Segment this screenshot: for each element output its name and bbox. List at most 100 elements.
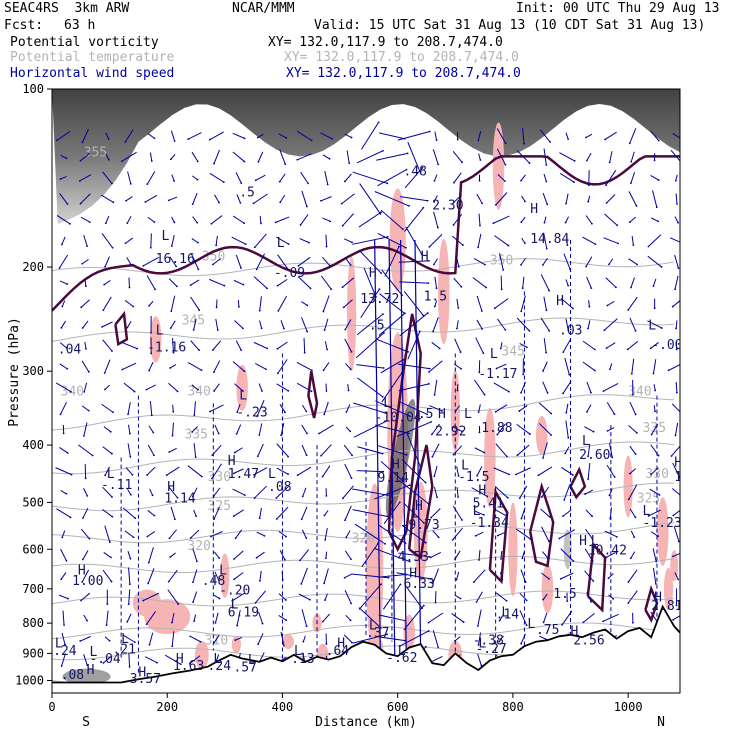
wind-vector-194 <box>213 383 220 392</box>
wind-vector-23 <box>62 610 65 626</box>
wind-vector-690 <box>628 425 638 434</box>
wind-vector-340 <box>343 173 352 183</box>
wind-vector-6 <box>58 254 69 270</box>
wind-vector-617 <box>558 529 576 540</box>
wind-vector-143 <box>172 404 175 413</box>
wind-vector-516 <box>475 591 483 603</box>
wind-vector-384 <box>361 542 380 567</box>
wind-vector-174 <box>193 509 198 518</box>
wind-vector-121 <box>149 488 154 497</box>
wind-vector-183 <box>213 149 220 165</box>
pv-contour-0 <box>387 313 422 553</box>
wind-vector-344 <box>345 257 352 266</box>
field-name-pv: Potential vorticity <box>10 35 159 50</box>
wind-vector-654 <box>604 213 619 227</box>
wind-vector-322 <box>324 341 329 351</box>
wind-vector-605 <box>565 279 570 287</box>
wind-vector-582 <box>543 338 548 354</box>
wind-vector-366 <box>352 171 389 185</box>
wind-vector-393 <box>374 191 410 207</box>
theta-label-8: 330 <box>645 467 668 482</box>
wind-vector-211 <box>236 194 242 204</box>
pv-extremum-34: 2.81 <box>651 599 682 614</box>
theta-contour-350 <box>52 317 675 342</box>
wind-vector-184 <box>209 172 225 184</box>
wind-vector-573 <box>543 148 548 166</box>
wind-vector-281 <box>281 571 284 581</box>
wind-vector-673 <box>602 613 619 623</box>
wind-vector-566 <box>521 551 525 560</box>
wind-vector-444 <box>433 174 438 182</box>
pv-extremum-22: L <box>398 644 406 659</box>
wind-vector-430 <box>396 421 432 437</box>
pv-extremum-69: 1.47 <box>228 467 259 482</box>
theta-label-10: 335 <box>643 421 666 436</box>
wind-vector-10 <box>59 342 68 350</box>
wind-vector-601 <box>565 193 569 205</box>
wind-vector-258 <box>257 633 264 646</box>
wind-vector-241 <box>253 276 268 290</box>
pv-extremum-51: 5.41 <box>473 497 504 512</box>
field-xy-theta: XY= 132.0,117.9 to 208.7,474.0 <box>284 50 519 65</box>
pv-contour-5 <box>307 370 319 419</box>
wind-vector-499 <box>477 233 482 249</box>
wind-vector-464 <box>434 591 437 604</box>
wind-vector-433 <box>398 480 430 505</box>
pv-extremum-96: .5 <box>418 407 434 422</box>
wind-vector-131 <box>169 153 176 161</box>
wind-vector-58 <box>104 256 110 268</box>
wind-vector-396 <box>384 245 400 277</box>
pv-extremum-61: -1.23 <box>643 516 682 531</box>
wind-vector-215 <box>233 279 245 286</box>
wind-vector-172 <box>187 465 203 478</box>
wind-vector-375 <box>356 364 385 369</box>
wind-vector-8 <box>61 300 66 308</box>
wind-vector-426 <box>407 330 421 360</box>
wind-vector-649 <box>583 655 594 665</box>
wind-vector-289 <box>301 190 308 208</box>
theta-label-15: 345 <box>501 344 524 359</box>
wind-vector-717 <box>650 444 660 457</box>
pv-extremum-9: 3.57 <box>130 672 161 687</box>
wind-vector-397 <box>381 269 404 297</box>
wind-vector-247 <box>256 400 265 418</box>
wind-vector-306 <box>299 549 310 562</box>
wind-vector-142 <box>168 382 179 393</box>
wind-vector-507 <box>477 404 481 414</box>
wind-vector-12 <box>55 382 72 393</box>
wind-vector-482 <box>452 426 464 433</box>
wind-vector-735 <box>674 275 679 291</box>
wind-vector-270 <box>276 341 288 350</box>
wind-vector-562 <box>515 467 531 476</box>
wind-vector-47 <box>81 569 90 583</box>
theta-label-17: 350 <box>490 253 513 268</box>
wind-vector-519 <box>477 653 483 667</box>
wind-vector-388 <box>352 633 389 644</box>
wind-vector-665 <box>608 442 614 459</box>
wind-vector-156 <box>187 132 202 140</box>
pv-shade-16 <box>663 567 674 610</box>
wind-vector-521 <box>496 148 507 166</box>
wind-vector-22 <box>58 594 69 600</box>
wind-vector-709 <box>652 278 657 288</box>
wind-vector-751 <box>672 615 680 621</box>
wind-vector-40 <box>82 422 88 437</box>
wind-vector-602 <box>564 216 570 224</box>
wind-vector-222 <box>235 424 242 435</box>
wind-vector-163 <box>189 279 200 286</box>
wind-vector-362 <box>343 634 353 644</box>
theta-contour-335 <box>52 482 675 512</box>
wind-vector-89 <box>121 362 137 371</box>
wind-vector-394 <box>380 209 404 231</box>
theta-label-18: 355 <box>84 145 107 160</box>
wind-vector-188 <box>212 258 221 266</box>
wind-vector-591 <box>541 526 550 543</box>
pv-extremum-33: H <box>654 590 662 605</box>
wind-vector-85 <box>128 277 131 289</box>
wind-vector-536 <box>493 467 510 476</box>
terrain-layer <box>52 604 680 693</box>
wind-vector-4 <box>56 215 71 225</box>
wind-vector-327 <box>320 444 332 457</box>
wind-vector-135 <box>170 234 175 248</box>
wind-vector-79 <box>120 151 137 163</box>
